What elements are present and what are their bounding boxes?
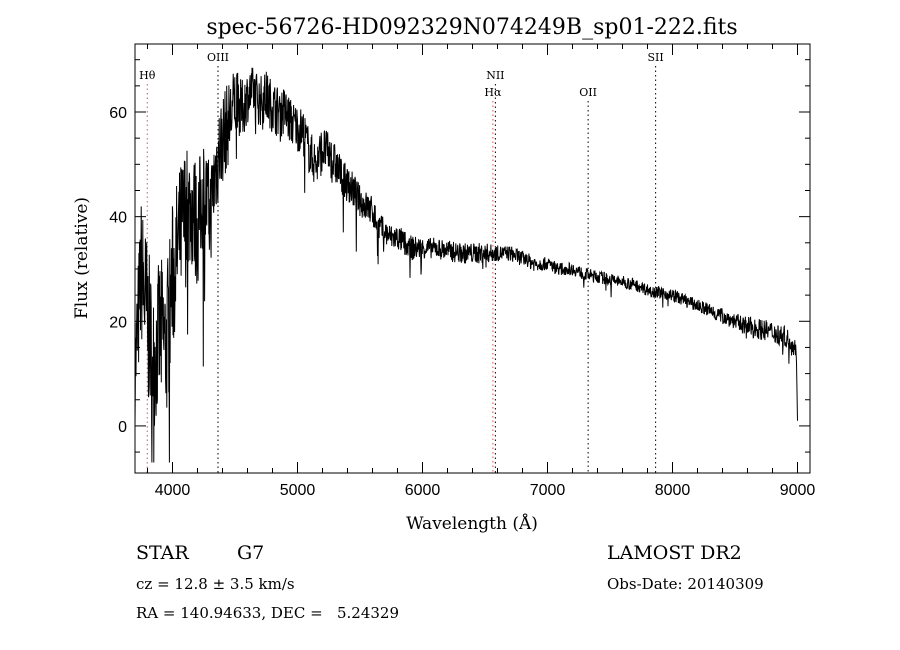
axis-ticks: 4000 5000 6000 7000 8000 9000 0 20 40 60 bbox=[109, 44, 815, 499]
x-tick-label: 4000 bbox=[155, 482, 191, 499]
y-axis-label: Flux (relative) bbox=[72, 197, 92, 319]
spectral-line-label: SII bbox=[648, 51, 664, 64]
x-axis-label: Wavelength (Å) bbox=[406, 513, 538, 534]
spectral-line-label: OII bbox=[579, 86, 597, 99]
spectral-line-label: Hθ bbox=[139, 69, 156, 82]
redshift-velocity: cz = 12.8 ± 3.5 km/s bbox=[136, 575, 295, 593]
y-tick-label: 40 bbox=[109, 210, 127, 227]
x-tick-label: 7000 bbox=[530, 482, 566, 499]
data-release: LAMOST DR2 bbox=[607, 542, 742, 564]
spectral-line-label: OIII bbox=[207, 51, 229, 64]
spectrum-series-line bbox=[134, 67, 798, 463]
y-tick-label: 60 bbox=[109, 105, 127, 122]
spectral-line-label: Hα bbox=[484, 86, 502, 99]
x-tick-label: 8000 bbox=[655, 482, 691, 499]
observation-date: Obs-Date: 20140309 bbox=[607, 575, 764, 593]
spectral-line-label: NII bbox=[486, 69, 504, 82]
y-tick-label: 20 bbox=[109, 314, 127, 331]
x-tick-label: 5000 bbox=[280, 482, 316, 499]
spectral-line-markers: Hθ OIII NII Hα OII SII bbox=[139, 51, 664, 473]
y-tick-label: 0 bbox=[118, 419, 127, 436]
x-tick-label: 6000 bbox=[405, 482, 441, 499]
object-class: STAR bbox=[136, 542, 189, 564]
x-tick-label: 9000 bbox=[780, 482, 816, 499]
sky-coordinates: RA = 140.94633, DEC = 5.24329 bbox=[136, 604, 400, 622]
chart-title: spec-56726-HD092329N074249B_sp01-222.fit… bbox=[206, 15, 737, 40]
object-subclass: G7 bbox=[237, 542, 265, 564]
